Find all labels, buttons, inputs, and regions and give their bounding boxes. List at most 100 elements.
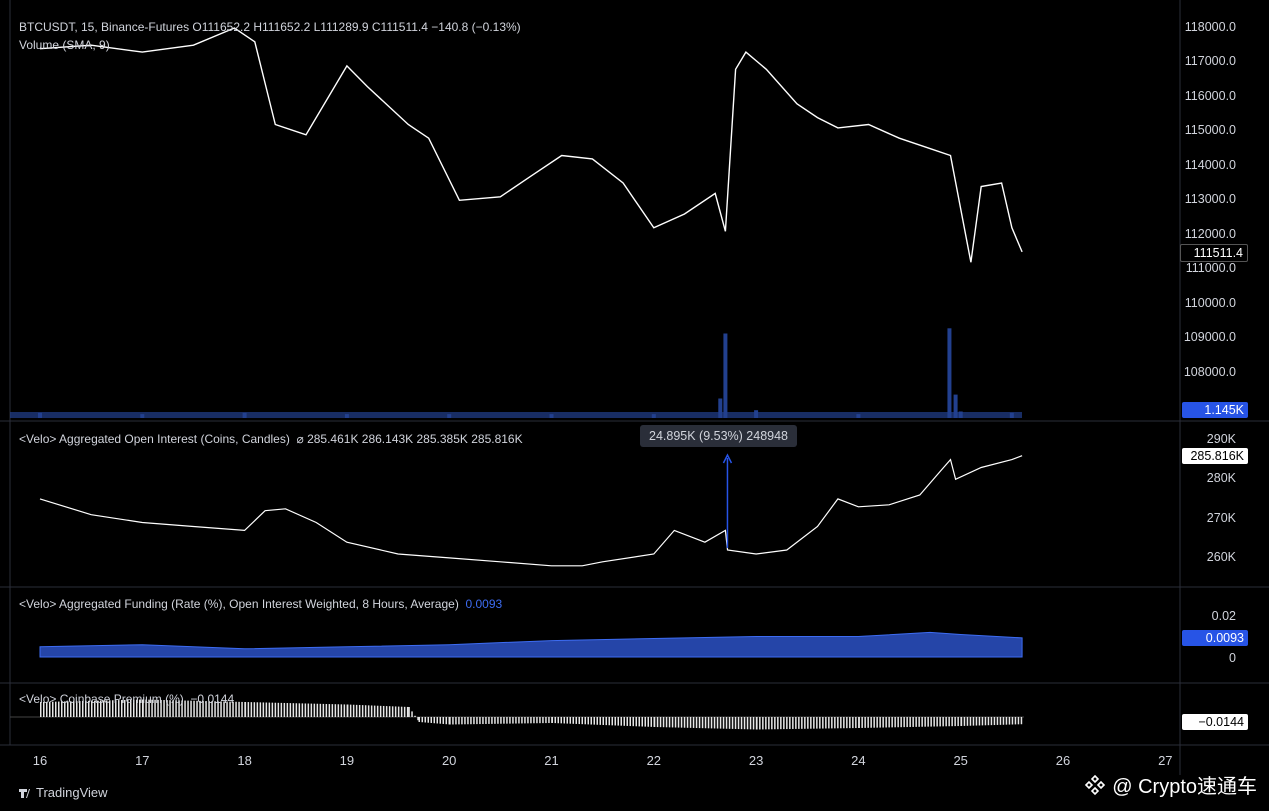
open-interest-series bbox=[39, 453, 1023, 567]
premium-bar bbox=[644, 717, 646, 727]
premium-bar bbox=[470, 717, 472, 725]
premium-bar bbox=[825, 717, 827, 729]
premium-bar bbox=[837, 717, 839, 729]
premium-bar bbox=[752, 717, 755, 730]
premium-bar bbox=[777, 717, 779, 730]
premium-bar bbox=[52, 701, 54, 717]
tradingview-label: TradingView bbox=[36, 785, 108, 800]
premium-bar bbox=[560, 717, 562, 724]
premium-bar bbox=[858, 717, 860, 728]
premium-bar bbox=[232, 701, 234, 717]
premium-bar bbox=[578, 717, 580, 725]
premium-bar bbox=[385, 706, 388, 717]
date-tick: 19 bbox=[339, 753, 355, 768]
volume-bars bbox=[10, 328, 1022, 418]
premium-bar bbox=[969, 717, 972, 726]
premium-bar bbox=[701, 717, 704, 729]
premium-bar bbox=[716, 717, 719, 729]
premium-bar bbox=[623, 717, 625, 726]
premium-bar bbox=[957, 717, 959, 727]
premium-bar bbox=[382, 705, 385, 717]
premium-bar bbox=[421, 717, 424, 723]
premium-bar bbox=[64, 701, 66, 717]
premium-bar bbox=[160, 699, 162, 717]
premium-bar bbox=[304, 703, 307, 717]
premium-bar bbox=[506, 717, 508, 724]
premium-bar bbox=[948, 717, 950, 727]
premium-bar bbox=[545, 717, 547, 724]
premium-bar bbox=[121, 700, 123, 717]
premium-bar bbox=[73, 701, 75, 717]
premium-bar bbox=[115, 700, 117, 717]
premium-bar bbox=[813, 717, 815, 729]
premium-bar bbox=[816, 717, 818, 729]
date-tick: 17 bbox=[135, 753, 150, 768]
funding-legend-title: <Velo> Aggregated Funding (Rate (%), Ope… bbox=[19, 597, 459, 611]
premium-bar bbox=[653, 717, 656, 727]
premium-bar bbox=[581, 717, 583, 725]
premium-bar bbox=[915, 717, 917, 727]
premium-bar bbox=[897, 717, 899, 728]
premium-bar bbox=[494, 717, 496, 724]
premium-bar bbox=[924, 717, 926, 727]
volume-baseline-band bbox=[10, 412, 1022, 418]
premium-bar bbox=[391, 706, 394, 717]
premium-bar bbox=[322, 703, 325, 717]
volume-bar bbox=[723, 333, 728, 418]
premium-bar bbox=[692, 717, 695, 728]
premium-bar bbox=[602, 717, 604, 725]
oi-tag: 285.816K bbox=[1182, 448, 1248, 464]
premium-bar bbox=[819, 717, 821, 729]
premium-bar bbox=[674, 717, 677, 728]
premium-bar bbox=[936, 717, 938, 727]
premium-bar bbox=[596, 717, 598, 725]
price-tag: 111511.4 bbox=[1180, 244, 1248, 262]
premium-bar bbox=[575, 717, 577, 724]
premium-bar bbox=[151, 699, 153, 717]
premium-bar bbox=[325, 703, 328, 717]
premium-bar bbox=[807, 717, 809, 729]
premium-bar bbox=[40, 702, 42, 717]
premium-bar bbox=[894, 717, 896, 728]
premium-bar bbox=[184, 700, 186, 717]
premium-bar bbox=[455, 717, 457, 725]
oi-axis-tick: 290K bbox=[1206, 432, 1236, 446]
price-axis-tick: 112000.0 bbox=[1184, 226, 1236, 241]
premium-bar bbox=[277, 702, 280, 717]
fund-axis-tick: 0.02 bbox=[1211, 609, 1236, 623]
premium-bar bbox=[307, 703, 310, 717]
premium-bar bbox=[238, 701, 240, 717]
funding-area-path bbox=[39, 631, 1023, 658]
premium-bar bbox=[220, 701, 222, 717]
premium-bar bbox=[427, 717, 430, 723]
premium-bar bbox=[963, 717, 966, 726]
premium-bar bbox=[530, 717, 532, 724]
premium-bar bbox=[461, 717, 463, 725]
premium-bar bbox=[846, 717, 848, 729]
premium-bar bbox=[196, 700, 198, 717]
oi-axis-tick: 270K bbox=[1206, 510, 1236, 525]
premium-bar bbox=[500, 717, 502, 724]
tradingview-branding[interactable]: TradingView bbox=[18, 785, 108, 800]
premium-bar bbox=[424, 717, 427, 723]
premium-bar bbox=[557, 717, 559, 724]
premium-bar bbox=[783, 717, 785, 730]
premium-bar bbox=[1002, 717, 1005, 725]
premium-bar bbox=[94, 700, 96, 717]
premium-bar bbox=[641, 717, 643, 727]
premium-bar bbox=[569, 717, 571, 724]
funding-area bbox=[39, 631, 1023, 658]
premium-bar bbox=[79, 701, 81, 717]
premium-bar bbox=[379, 705, 382, 717]
date-tick: 22 bbox=[646, 753, 662, 768]
premium-bar bbox=[298, 703, 301, 717]
premium-bar bbox=[680, 717, 683, 728]
premium-bar bbox=[707, 717, 710, 729]
premium-bar bbox=[638, 717, 640, 727]
premium-bar bbox=[659, 717, 662, 728]
premium-bar bbox=[442, 717, 445, 724]
premium-bar bbox=[972, 717, 975, 726]
premium-bar bbox=[635, 717, 637, 727]
ohlc-values: O111652.2 H111652.2 L111289.9 C111511.4 … bbox=[192, 20, 521, 34]
